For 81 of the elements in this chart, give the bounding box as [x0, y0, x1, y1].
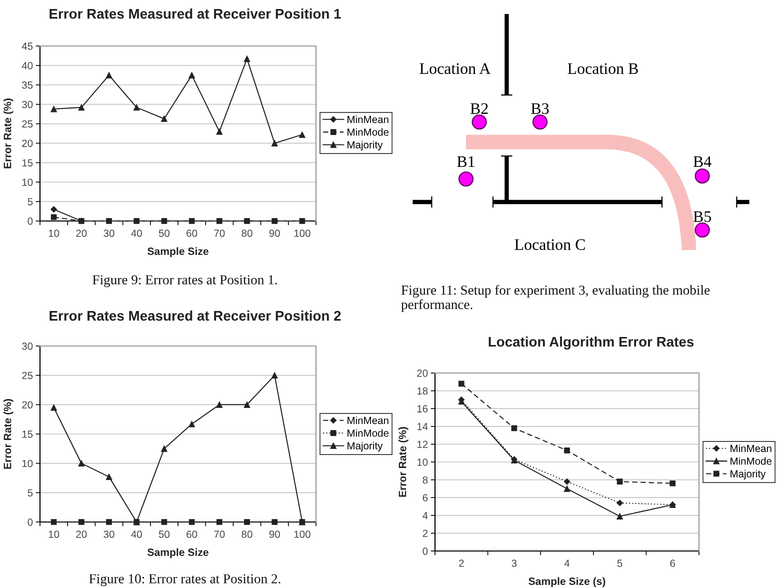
legend-label: MinMean — [348, 416, 388, 424]
x-tick-label: 30 — [104, 230, 114, 237]
x-tick-label: 100 — [294, 530, 310, 538]
legend-label: MinMode — [348, 429, 389, 437]
y-tick-label: 10 — [417, 458, 428, 466]
y-tick-label: 20 — [22, 401, 33, 408]
text: B1 — [457, 156, 474, 167]
x-tick-label: 5 — [617, 560, 622, 567]
x-tick-label: 6 — [670, 560, 676, 567]
x-tick-label: 3 — [512, 560, 517, 567]
legend-label: MinMode — [730, 457, 772, 465]
chart-title: Error Rates Measured at Receiver Position 2 — [50, 310, 341, 321]
y-tick-label: 45 — [22, 42, 33, 50]
y-tick-label: 10 — [22, 460, 33, 468]
text: B4 — [693, 156, 712, 167]
chart-title: Error Rates Measured at Receiver Position 1 — [50, 8, 341, 19]
legend-label: MinMode — [348, 128, 389, 136]
x-tick-label: 70 — [214, 230, 225, 237]
x-tick-label: 10 — [48, 230, 60, 237]
y-axis-title: Error Rate (%) — [398, 427, 408, 497]
y-tick-label: 30 — [22, 100, 33, 108]
chart-title: Location Algorithm Error Rates — [488, 336, 694, 350]
y-tick-label: 25 — [22, 372, 33, 380]
text: B3 — [531, 103, 549, 114]
x-tick-label: 10 — [48, 530, 60, 538]
y-tick-label: 4 — [422, 512, 428, 520]
x-tick-label: 60 — [186, 530, 198, 538]
y-tick-label: 40 — [22, 62, 33, 70]
legend-label: Majority — [348, 442, 383, 452]
y-tick-label: 8 — [422, 476, 428, 484]
x-tick-label: 90 — [269, 530, 280, 538]
y-tick-label: 15 — [22, 430, 33, 438]
legend-label: Majority — [348, 140, 383, 150]
y-tick-label: 0 — [28, 518, 33, 526]
y-tick-label: 30 — [22, 342, 33, 350]
text: Location A — [420, 63, 491, 74]
x-tick-label: 50 — [158, 230, 170, 237]
y-tick-label: 6 — [422, 494, 428, 502]
y-tick-label: 0 — [422, 548, 428, 555]
x-tick-label: 20 — [76, 230, 87, 237]
y-axis-title: Error Rate (%) — [3, 98, 14, 168]
x-tick-label: 80 — [242, 530, 252, 538]
x-axis-title: Sample Size (s) — [528, 577, 606, 588]
text: B2 — [470, 103, 488, 114]
y-tick-label: 20 — [22, 140, 33, 148]
y-tick-label: 15 — [22, 159, 33, 166]
x-tick-label: 50 — [158, 530, 170, 538]
x-tick-label: 80 — [242, 230, 252, 237]
legend-label: MinMean — [730, 444, 772, 452]
y-tick-label: 35 — [22, 81, 33, 89]
x-tick-label: 90 — [269, 230, 280, 237]
y-tick-label: 20 — [417, 370, 428, 377]
x-tick-label: 100 — [294, 230, 310, 237]
text: B5 — [693, 211, 711, 222]
x-tick-label: 4 — [564, 560, 570, 567]
x-tick-label: 20 — [76, 530, 87, 538]
legend-label: Majority — [730, 470, 766, 480]
x-tick-label: 30 — [104, 530, 114, 538]
caption: Figure 9: Error rates at Position 1. — [92, 275, 277, 288]
text: Location B — [568, 63, 638, 74]
x-tick-label: 2 — [459, 560, 464, 567]
x-tick-label: 40 — [131, 530, 142, 538]
y-tick-label: 16 — [417, 405, 428, 412]
x-tick-label: 60 — [186, 230, 198, 237]
y-axis-title: Error Rate (%) — [3, 399, 14, 469]
text: Location C — [514, 239, 585, 250]
y-tick-label: 5 — [28, 198, 33, 206]
y-tick-label: 25 — [22, 120, 33, 128]
y-tick-label: 18 — [417, 387, 428, 395]
y-tick-label: 5 — [28, 489, 33, 496]
x-axis-title: Sample Size — [148, 247, 208, 258]
y-tick-label: 0 — [28, 218, 33, 225]
caption: Figure 10: Error rates at Position 2. — [89, 574, 280, 586]
caption: Figure 11: Setup for experiment 3, evaluating the mobile performance. — [401, 285, 710, 312]
y-tick-label: 14 — [417, 423, 428, 430]
x-tick-label: 70 — [214, 530, 225, 538]
x-tick-label: 40 — [131, 230, 142, 237]
legend-label: MinMean — [348, 116, 388, 124]
y-tick-label: 12 — [417, 440, 428, 448]
y-tick-label: 10 — [22, 178, 33, 186]
x-axis-title: Sample Size — [148, 548, 208, 558]
